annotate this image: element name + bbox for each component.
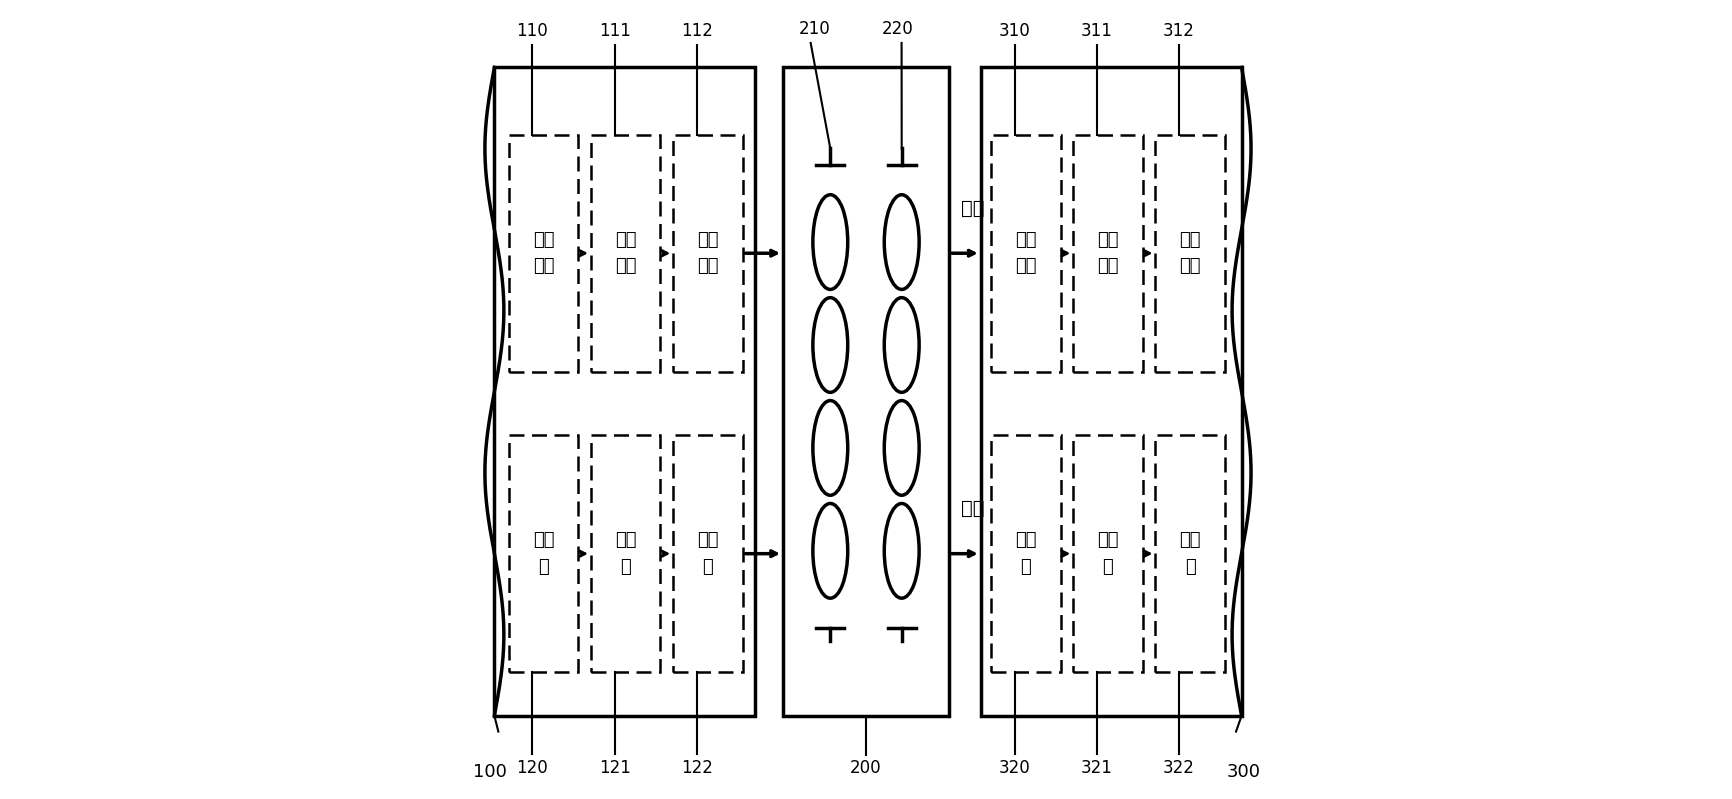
Text: 311: 311 [1081, 22, 1114, 40]
Ellipse shape [885, 503, 920, 598]
Ellipse shape [812, 298, 847, 392]
Bar [991, 134, 1060, 372]
Bar [980, 67, 1242, 716]
Text: 储能
电容: 储能 电容 [1179, 231, 1200, 276]
Text: 310: 310 [999, 22, 1031, 40]
Text: 整流
电路: 整流 电路 [1015, 231, 1036, 276]
Text: 200: 200 [850, 759, 882, 777]
Bar [1155, 435, 1225, 672]
Text: 220: 220 [882, 20, 913, 38]
Text: 信息: 信息 [961, 499, 984, 518]
Bar [674, 134, 743, 372]
Ellipse shape [885, 195, 920, 289]
Text: 功率
放大: 功率 放大 [696, 231, 719, 276]
Bar [591, 134, 660, 372]
Text: 能量: 能量 [961, 199, 984, 217]
Text: 210: 210 [798, 20, 830, 38]
Bar [591, 435, 660, 672]
Text: 逆变
电路: 逆变 电路 [615, 231, 636, 276]
Text: 解码
器: 解码 器 [1096, 531, 1119, 576]
Text: 111: 111 [599, 22, 630, 40]
Text: 直流
电源: 直流 电源 [533, 231, 554, 276]
Ellipse shape [812, 400, 847, 495]
Text: 322: 322 [1164, 759, 1195, 777]
Bar [991, 435, 1060, 672]
Text: 312: 312 [1164, 22, 1195, 40]
Ellipse shape [885, 400, 920, 495]
Text: 112: 112 [681, 22, 714, 40]
Ellipse shape [812, 195, 847, 289]
Ellipse shape [812, 503, 847, 598]
Bar [1074, 134, 1143, 372]
Text: 110: 110 [516, 22, 549, 40]
Ellipse shape [885, 298, 920, 392]
Bar [1074, 435, 1143, 672]
Text: 120: 120 [516, 759, 549, 777]
Bar [783, 67, 949, 716]
Text: 稳压
电路: 稳压 电路 [1096, 231, 1119, 276]
Bar [494, 67, 755, 716]
Text: 321: 321 [1081, 759, 1114, 777]
Text: 存储
器: 存储 器 [1179, 531, 1200, 576]
Bar [509, 435, 578, 672]
Text: 100: 100 [473, 763, 507, 781]
Text: 122: 122 [681, 759, 714, 777]
Text: 调制
器: 调制 器 [696, 531, 719, 576]
Text: 解调
器: 解调 器 [1015, 531, 1036, 576]
Text: 121: 121 [599, 759, 630, 777]
Text: 300: 300 [1226, 763, 1261, 781]
Text: 320: 320 [999, 759, 1031, 777]
Bar [674, 435, 743, 672]
Bar [1155, 134, 1225, 372]
Text: 信号
源: 信号 源 [533, 531, 554, 576]
Text: 编码
器: 编码 器 [615, 531, 636, 576]
Bar [509, 134, 578, 372]
